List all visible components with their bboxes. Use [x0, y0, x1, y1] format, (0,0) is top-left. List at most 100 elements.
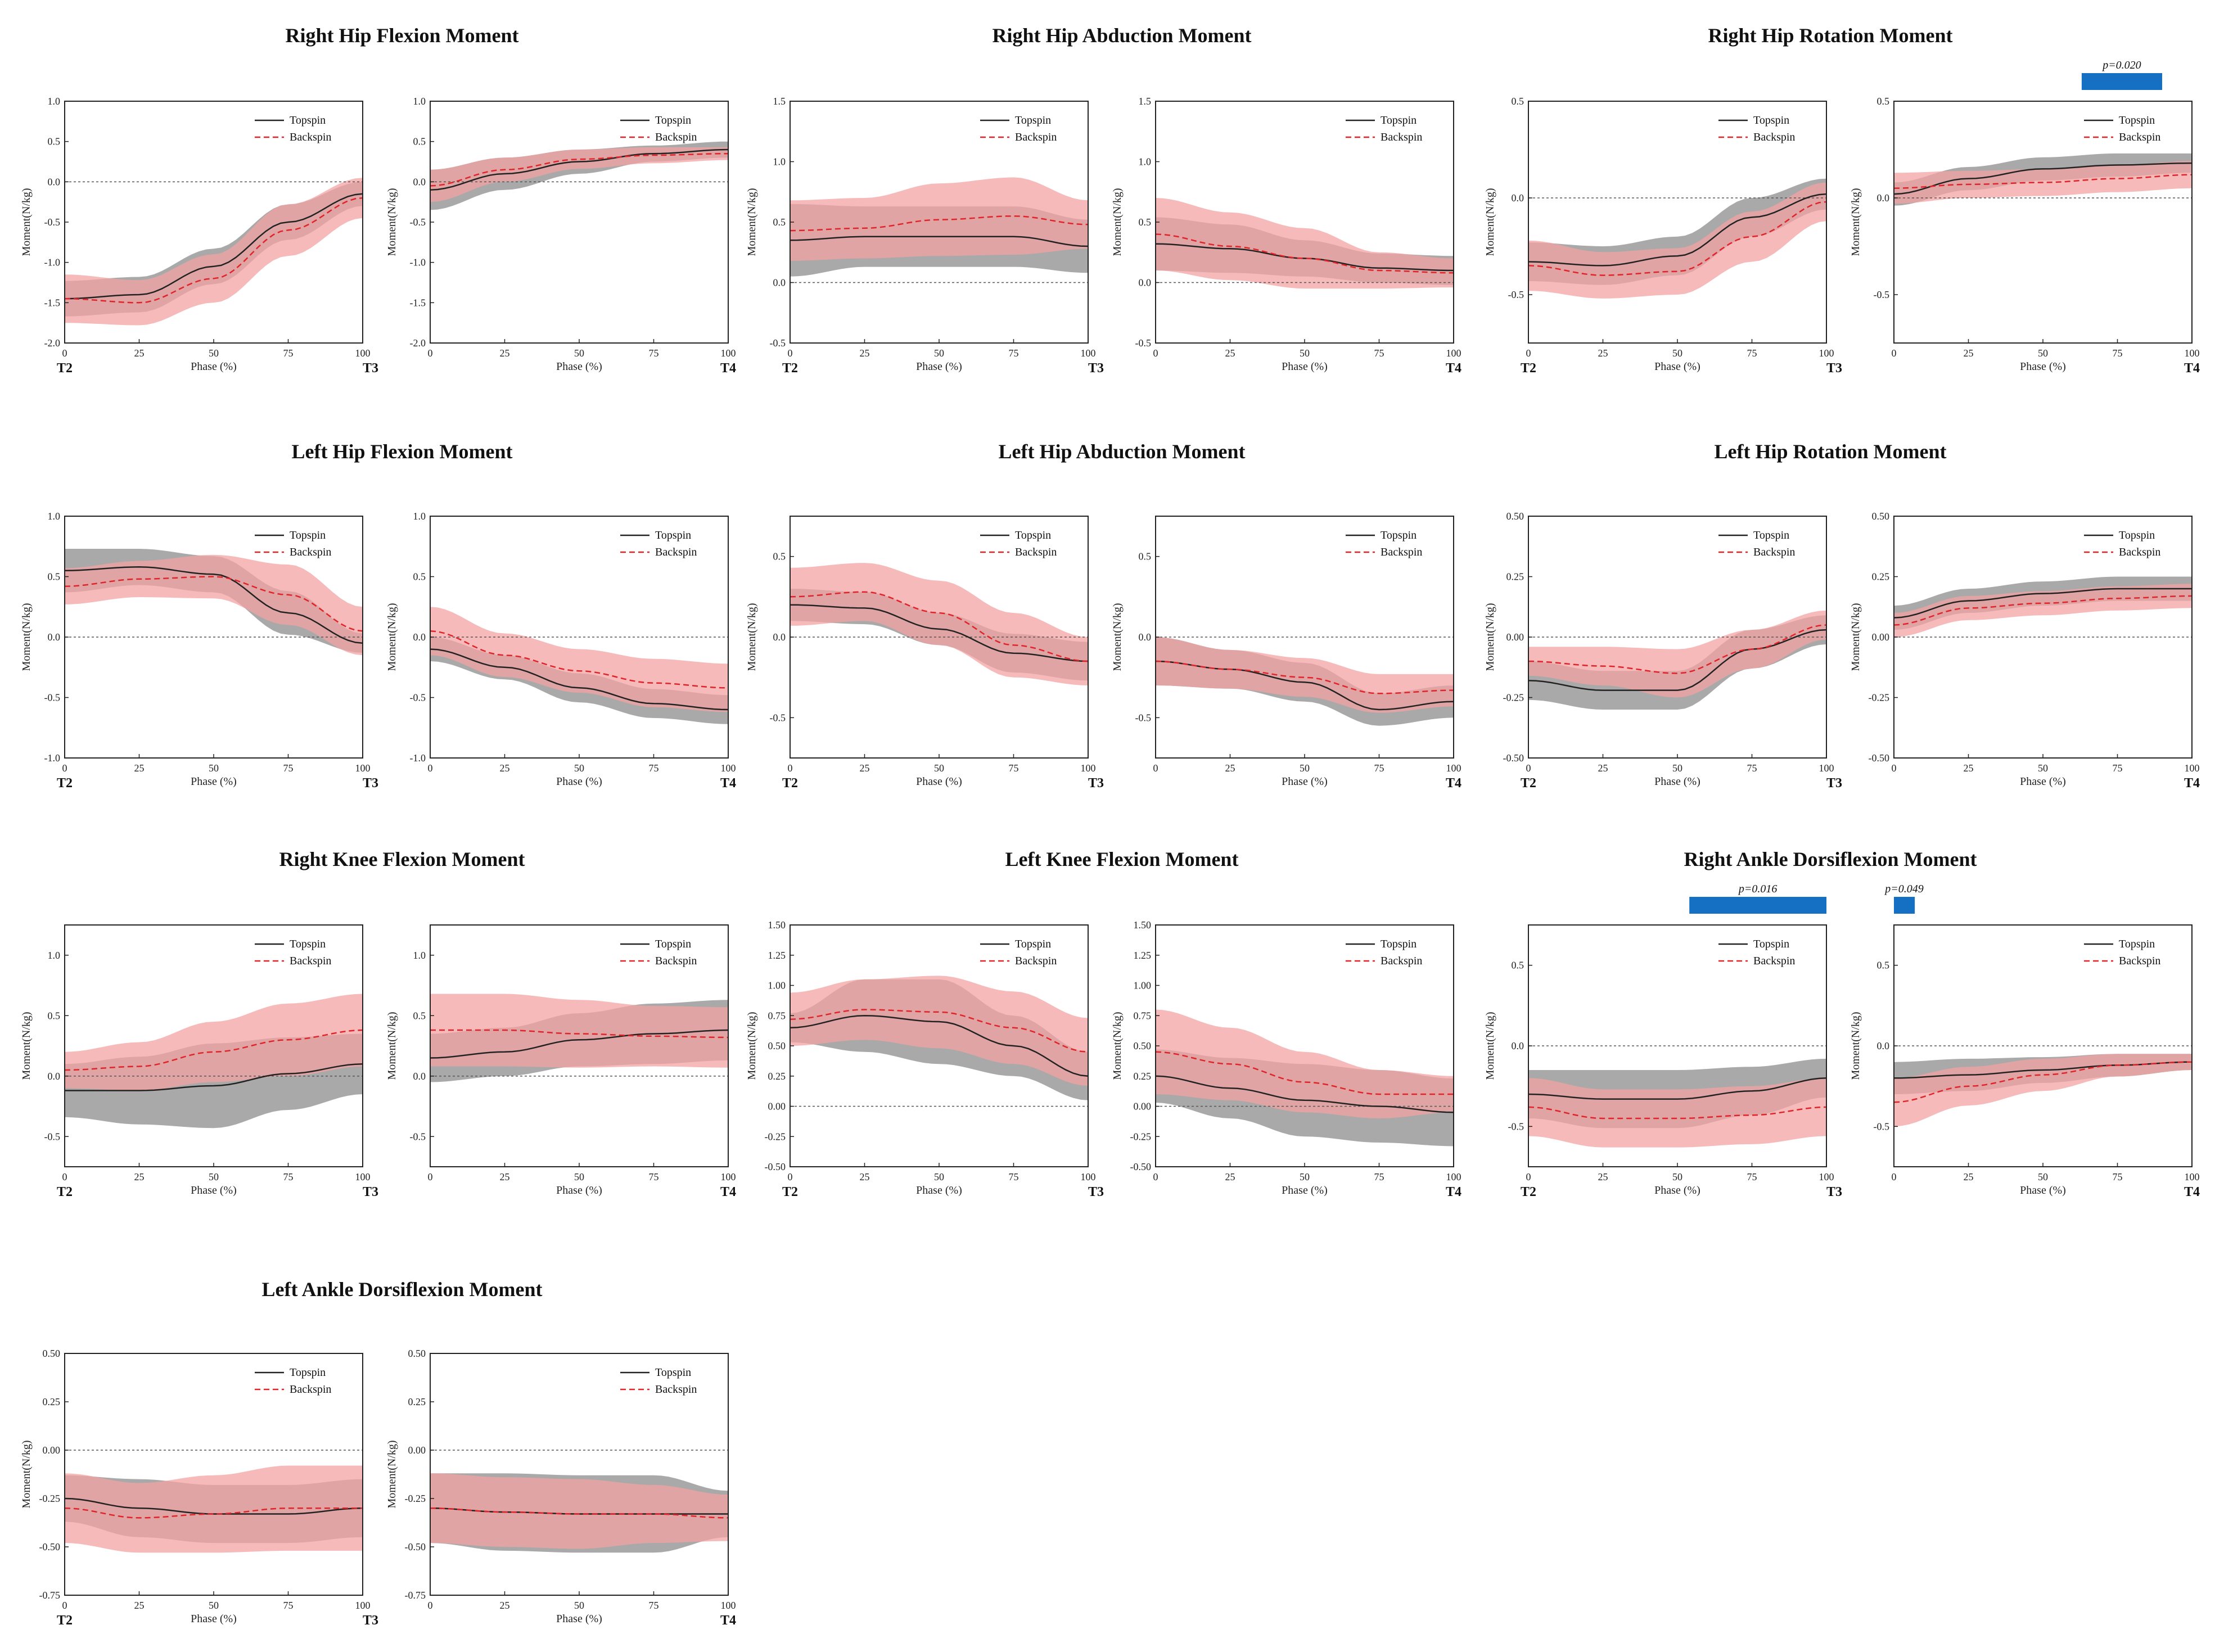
x-axis-label: Phase (%) [191, 1184, 237, 1197]
y-tick-label: 0.50 [1872, 511, 1890, 522]
x-axis-label: Phase (%) [556, 1613, 602, 1625]
legend-backspin-label: Backspin [1381, 546, 1422, 558]
phase-start-label: T2 [57, 1613, 73, 1628]
backspin-sd-band [430, 994, 728, 1068]
x-axis-label: Phase (%) [2020, 1184, 2066, 1197]
y-tick-label: -0.5 [44, 1131, 61, 1142]
legend: Topspin Backspin [1346, 938, 1422, 967]
y-tick-label: 0.5 [413, 1010, 426, 1021]
topspin-mean-line [64, 566, 363, 644]
x-tick-label: 50 [1300, 762, 1310, 774]
phase-start-label: T2 [1521, 776, 1536, 791]
phase-end-label: T4 [720, 1613, 736, 1628]
topspin-mean-line [430, 648, 729, 711]
x-tick-label: 100 [2185, 762, 2200, 774]
y-tick-label: 0.75 [1134, 1010, 1152, 1021]
legend-backspin-label: Backspin [1753, 546, 1795, 558]
legend: Topspin Backspin [620, 529, 697, 558]
x-tick-label: 100 [721, 1600, 736, 1611]
y-tick-label: 0.5 [48, 136, 61, 147]
y-tick-label: 0.25 [43, 1396, 61, 1407]
phase-mid-label: T3 [363, 1613, 378, 1628]
y-tick-label: 1.50 [1134, 919, 1152, 931]
y-tick-label: 0.0 [48, 176, 61, 187]
x-tick-label: 0 [1526, 762, 1531, 774]
phase-end-label: T4 [1446, 1185, 1461, 1199]
significance-bar [2081, 73, 2162, 90]
y-tick-label: 1.0 [48, 950, 61, 961]
legend: Topspin Backspin [255, 938, 331, 967]
x-tick-label: 0 [428, 1600, 433, 1611]
legend: Topspin Backspin [2084, 529, 2160, 558]
x-axis-label: Phase (%) [916, 1184, 962, 1197]
backspin-sd-band [1528, 182, 1826, 299]
backspin-mean-line [1155, 1051, 1454, 1095]
y-axis-label: Moment(N/kg) [746, 1012, 758, 1080]
x-tick-label: 25 [1964, 347, 1974, 359]
x-tick-label: 0 [1892, 1171, 1897, 1182]
backspin-sd-band [790, 177, 1088, 261]
significance-p-value: p=0.049 [1884, 883, 1924, 895]
topspin-mean-line [790, 604, 1089, 662]
y-tick-label: 1.5 [1139, 96, 1152, 107]
right-panel: 1.0 0.5 0.0 -0.5 0 25 50 75 100 Moment(N/kg) Phase… [386, 924, 736, 1199]
backspin-sd-band [1156, 1009, 1454, 1118]
y-axis-label: Moment(N/kg) [20, 1012, 33, 1080]
legend-topspin-label: Topspin [290, 529, 326, 541]
x-tick-label: 100 [1819, 1171, 1834, 1182]
x-tick-label: 50 [574, 762, 584, 774]
legend-backspin-label: Backspin [1753, 955, 1795, 967]
phase-end-label: T4 [2184, 776, 2200, 791]
y-tick-label: 1.50 [768, 919, 786, 931]
y-tick-label: -1.5 [44, 297, 61, 308]
chart-title: Left Hip Flexion Moment [292, 440, 513, 463]
y-axis-label: Moment(N/kg) [1111, 1012, 1124, 1080]
right-panel: 1.5 1.0 0.5 0.0 -0.50 25 50 75 100 Moment(N/kg) Ph… [1111, 96, 1461, 376]
x-tick-label: 100 [355, 762, 371, 774]
backspin-mean-line [1528, 624, 1827, 674]
legend-backspin-label: Backspin [1015, 546, 1057, 558]
y-tick-label: -0.5 [410, 692, 426, 703]
chart-4: Left Hip Flexion Moment 1.0 0.5 0.0 -0.5 -1.0… [20, 440, 736, 791]
x-tick-label: 50 [1300, 347, 1310, 359]
phase-mid-label: T3 [363, 1185, 378, 1199]
x-tick-label: 75 [649, 1600, 659, 1611]
legend-topspin-label: Topspin [2119, 114, 2155, 127]
y-tick-label: -2.0 [44, 337, 61, 349]
phase-mid-label: T3 [1826, 1185, 1842, 1199]
phase-start-label: T2 [57, 776, 73, 791]
y-axis-label: Moment(N/kg) [386, 1440, 398, 1508]
y-tick-label: 0.5 [48, 571, 61, 583]
legend-topspin-label: Topspin [1015, 938, 1051, 950]
x-tick-label: 0 [1526, 347, 1531, 359]
legend-topspin-label: Topspin [1753, 529, 1789, 541]
x-axis-label: Phase (%) [2020, 775, 2066, 788]
x-tick-label: 75 [1009, 1171, 1019, 1182]
chart-title: Right Hip Flexion Moment [286, 24, 519, 47]
y-tick-label: 0.75 [768, 1010, 786, 1021]
legend-topspin-label: Topspin [655, 938, 691, 950]
legend-backspin-label: Backspin [2119, 546, 2160, 558]
legend-backspin-label: Backspin [1015, 131, 1057, 143]
x-tick-label: 50 [1672, 1171, 1682, 1182]
y-tick-label: -0.50 [1503, 752, 1524, 764]
y-tick-label: 0.0 [1139, 631, 1152, 643]
y-tick-label: -0.5 [1135, 337, 1152, 349]
y-tick-label: 1.0 [773, 156, 786, 168]
left-panel: 0.5 0.0 -0.5 0 25 50 75 100 Moment(N/kg) Phase (%… [1484, 96, 1834, 376]
legend-backspin-label: Backspin [655, 955, 697, 967]
y-tick-label: 0.00 [1134, 1101, 1152, 1112]
chart-title: Left Ankle Dorsiflexion Moment [262, 1278, 543, 1301]
x-tick-label: 25 [1225, 762, 1235, 774]
legend-backspin-label: Backspin [290, 1383, 331, 1396]
y-tick-label: 1.0 [413, 950, 426, 961]
y-tick-label: 1.0 [413, 511, 426, 522]
left-panel: 0.50 0.25 0.00 -0.25 -0.50 -0.750 25 50 75 100 Mom… [20, 1348, 371, 1628]
phase-end-label: T4 [720, 776, 736, 791]
x-tick-label: 100 [1081, 762, 1096, 774]
left-panel: 1.0 0.5 0.0 -0.5 -1.0 -1.5 -2.00 25 50 75 100 Momen… [20, 96, 371, 376]
left-panel: 0.5 0.0 -0.5 0 25 50 75 100 Moment(N/kg) Phase (%… [746, 516, 1096, 791]
backspin-mean-line [1893, 174, 2193, 189]
x-tick-label: 0 [62, 1600, 67, 1611]
significance-p-value: p=0.016 [1738, 883, 1778, 895]
